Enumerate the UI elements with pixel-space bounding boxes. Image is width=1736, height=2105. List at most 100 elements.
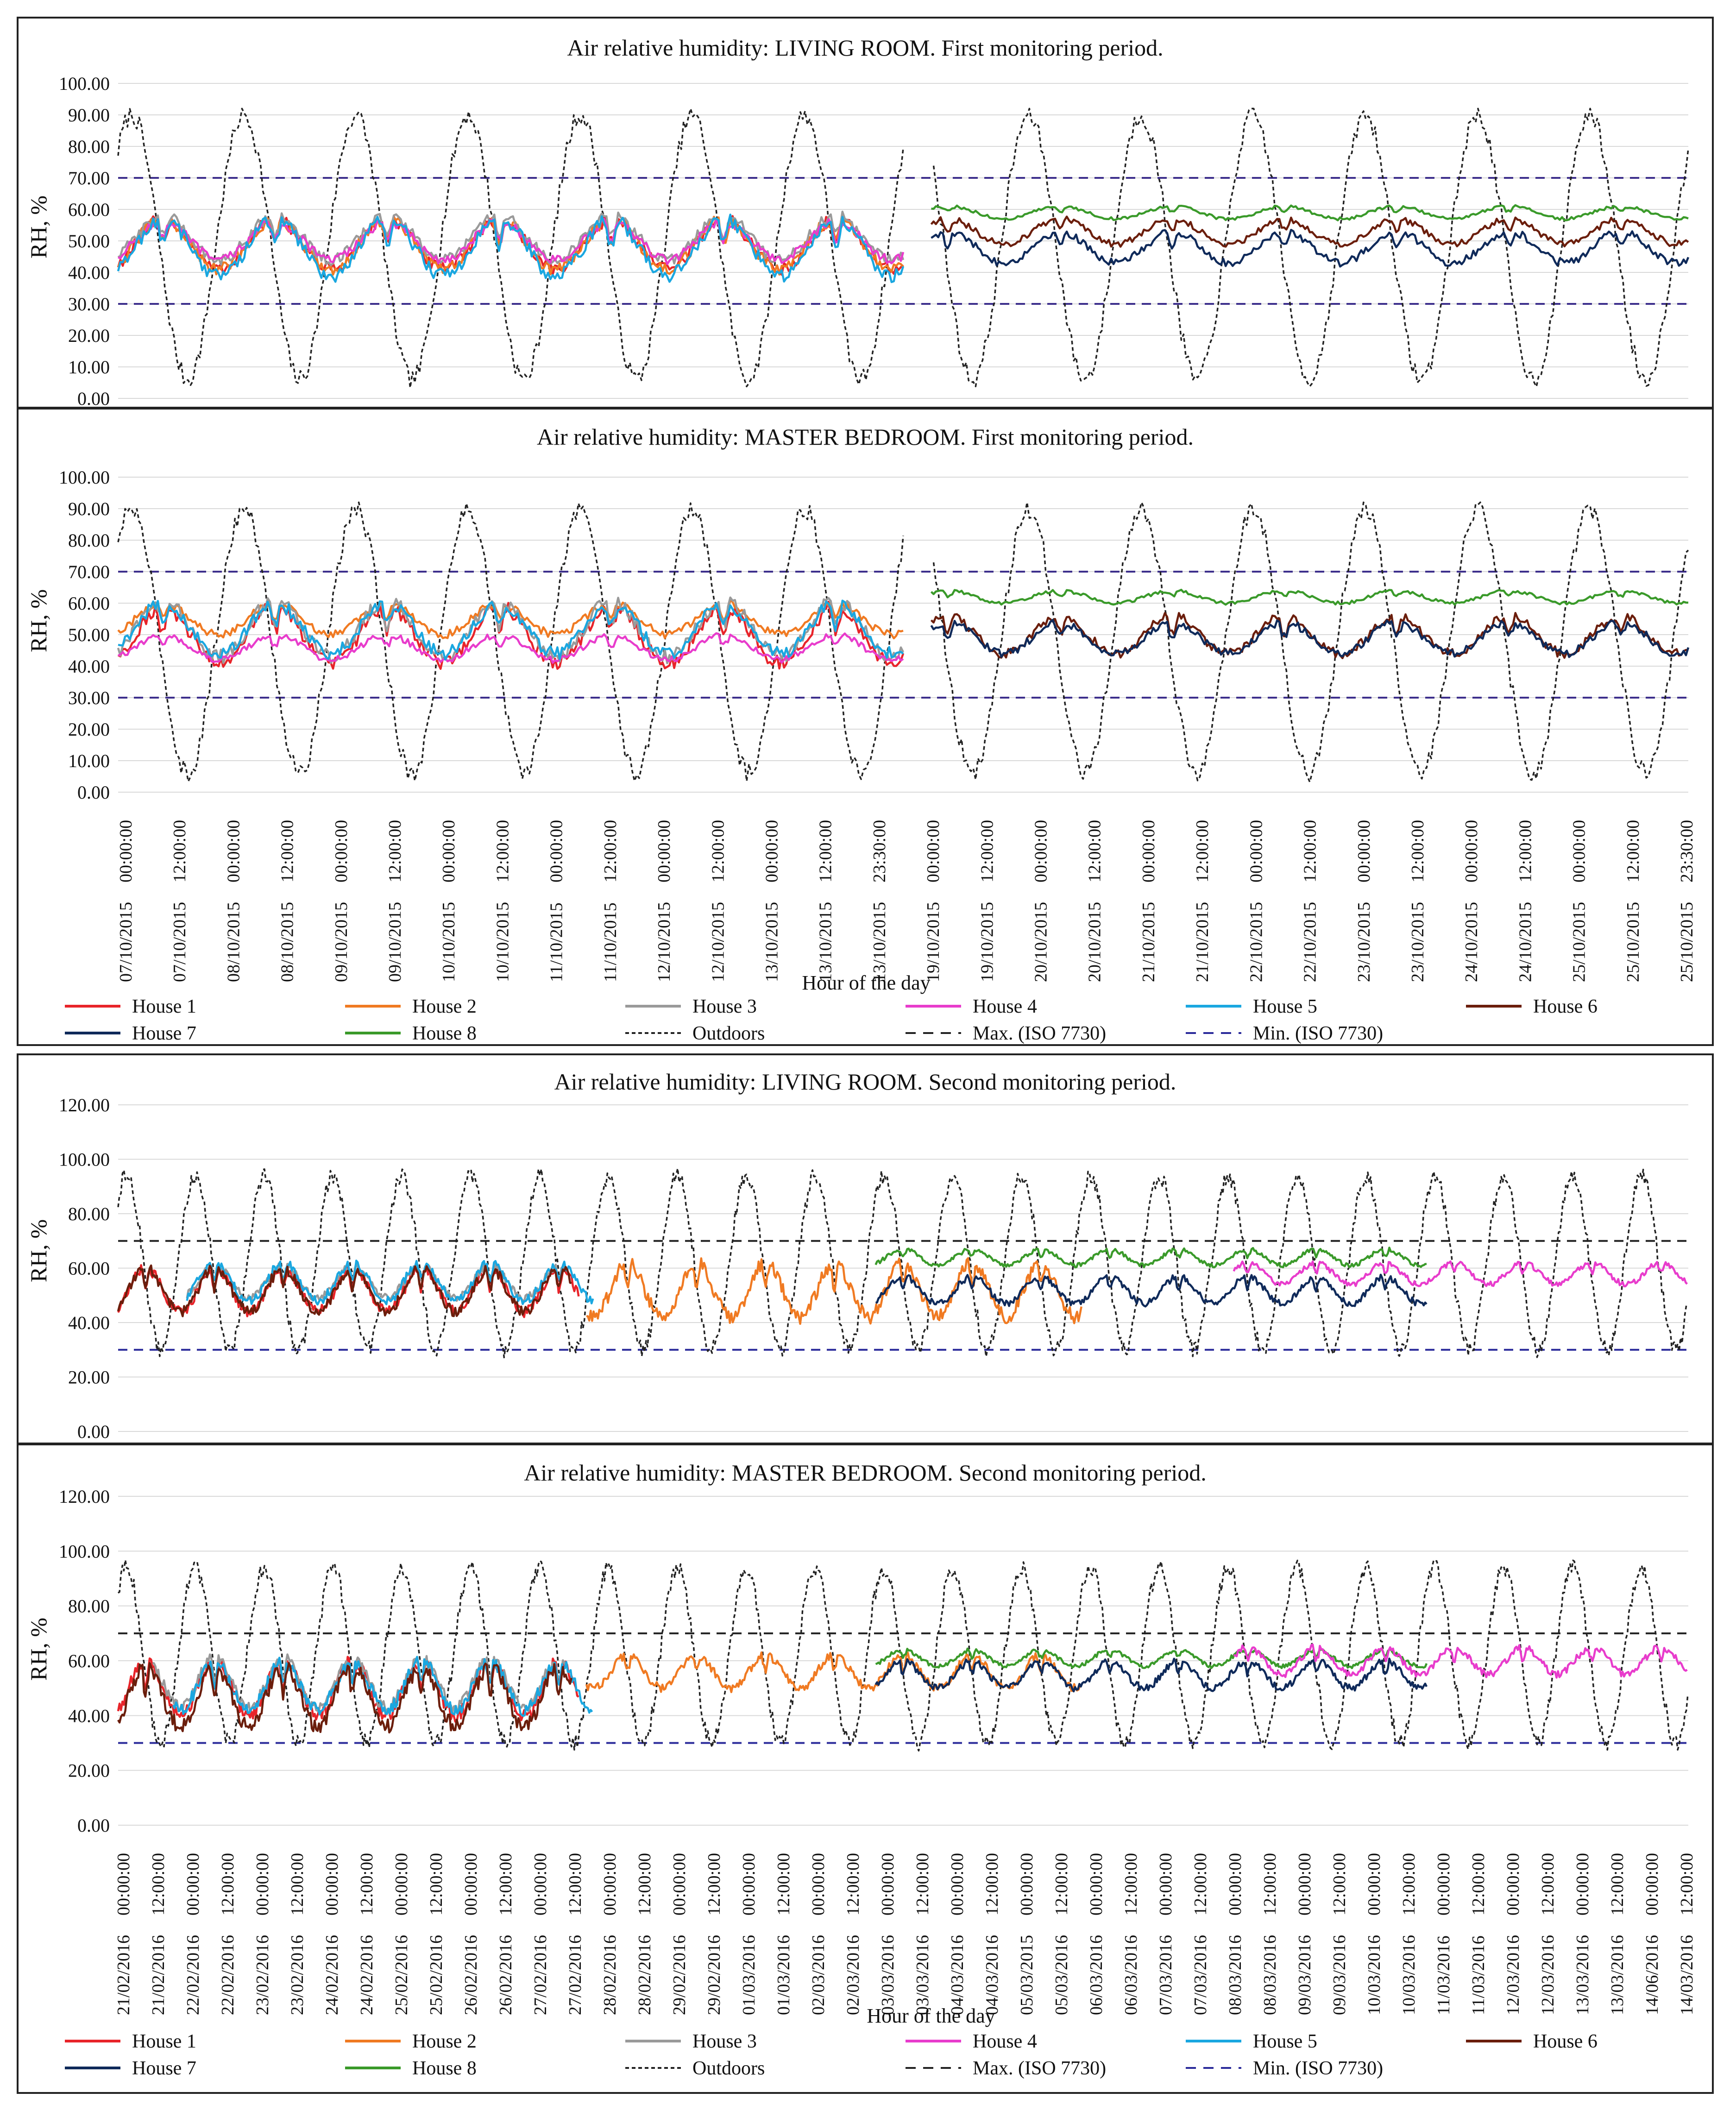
- x-tick-label-date: 04/03/2016: [948, 1935, 967, 2015]
- x-tick-label-date: 12/10/2015: [654, 902, 674, 982]
- legend-second-period: House 1 House 2 House 3 House 4 House 5 House…: [65, 2031, 1598, 2079]
- x-tick-label-date: 13/03/2016: [1573, 1935, 1592, 2015]
- x-tick-label-time: 12:00:00: [1301, 820, 1320, 882]
- legend-label: House 6: [1533, 996, 1598, 1017]
- x-tick-label-date: 10/10/2015: [493, 902, 512, 982]
- series-line-outdoors: [117, 1167, 1689, 1359]
- x-tick-label-date: 24/02/2016: [357, 1935, 377, 2015]
- plot-area-living-room-second: 0.00 20.00 40.00 60.00 80.00 100.00 120.00: [59, 1095, 1689, 1442]
- x-tick-label-time: 12:00:00: [288, 1853, 307, 1916]
- x-tick-label-date: 12/03/2016: [1503, 1935, 1523, 2015]
- y-tick-label: 0.00: [77, 782, 110, 803]
- x-tick-label-time: 12:00:00: [1260, 1853, 1280, 1916]
- x-tick-label-date: 07/03/2016: [1191, 1935, 1210, 2015]
- x-tick-label-time: 12:00:00: [1623, 820, 1643, 882]
- x-tick-label-date: 19/10/2015: [977, 902, 997, 982]
- chart-title-4: Air relative humidity: MASTER BEDROOM. S…: [524, 1460, 1207, 1486]
- x-tick-label-time: 00:00:00: [762, 820, 781, 882]
- panel-frame-3: [17, 1053, 1714, 1444]
- y-tick-label: 10.00: [68, 357, 110, 378]
- y-tick-label: 0.00: [77, 1421, 110, 1442]
- x-tick-label-time: 12:00:00: [601, 820, 620, 882]
- x-tick-label-time: 00:00:00: [547, 820, 566, 882]
- x-tick-label-date: 24/10/2015: [1462, 902, 1481, 982]
- x-tick-label-date: 02/03/2016: [809, 1935, 828, 2015]
- x-tick-label-time: 12:00:00: [704, 1853, 724, 1916]
- x-tick-label-date: 23/10/2015: [1408, 902, 1428, 982]
- x-tick-label-date: 10/10/2015: [439, 902, 459, 982]
- plot-area-living-room-first: 0.00 10.00 20.00 30.00 40.00 50.00 60.00 70.00 8…: [59, 73, 1690, 409]
- plot-area-master-bedroom-first: 0.00 10.00 20.00 30.00 40.00 50.00 60.00 70.00 8…: [59, 467, 1690, 803]
- y-axis-label-3: RH, %: [25, 1219, 51, 1282]
- x-tick-label-date: 14/03/2016: [1677, 1935, 1697, 2015]
- series-line-house2: [117, 599, 904, 640]
- x-tick-label-date: 10/03/2016: [1399, 1935, 1419, 2015]
- x-tick-label-time: 00:00:00: [1226, 1853, 1245, 1916]
- x-tick-label-date: 07/10/2015: [116, 902, 136, 982]
- x-tick-label-time: 12:00:00: [1608, 1853, 1627, 1916]
- x-tick-label-time: 00:00:00: [1365, 1853, 1384, 1916]
- y-tick-label: 20.00: [68, 325, 110, 346]
- x-tick-label-time: 00:00:00: [1156, 1853, 1176, 1916]
- x-tick-label-time: 00:00:00: [1642, 1853, 1662, 1916]
- x-tick-label-date: 10/03/2016: [1365, 1935, 1384, 2015]
- y-tick-label: 40.00: [68, 262, 110, 283]
- x-tick-label-time: 23:30:00: [1677, 820, 1697, 882]
- y-axis-label-1: RH, %: [25, 195, 51, 258]
- x-tick-label-time: 12:00:00: [1052, 1853, 1071, 1916]
- x-tick-label-date: 09/10/2015: [332, 902, 351, 982]
- x-tick-label-time: 12:00:00: [635, 1853, 654, 1916]
- legend-label: House 4: [973, 2031, 1037, 2052]
- y-tick-label: 50.00: [68, 624, 110, 645]
- x-tick-label-time: 12:00:00: [493, 820, 512, 882]
- series-line-house8: [874, 1247, 1427, 1269]
- panel-frame-2: [17, 408, 1714, 1046]
- x-tick-label-date: 29/02/2016: [704, 1935, 724, 2015]
- legend-first-period: House 1 House 2 House 3 House 4 House 5 House…: [65, 996, 1598, 1044]
- y-tick-label: 120.00: [59, 1095, 110, 1116]
- x-tick-label-date: 02/03/2016: [843, 1935, 863, 2015]
- series-line-house8: [931, 204, 1689, 221]
- x-axis-label-first: Hour of the day: [802, 971, 930, 994]
- x-tick-label-time: 12:00:00: [977, 820, 997, 882]
- y-tick-label: 90.00: [68, 105, 110, 126]
- x-tick-label-date: 11/10/2015: [547, 902, 566, 982]
- x-tick-label-date: 27/02/2016: [531, 1935, 550, 2015]
- x-tick-label-date: 20/10/2015: [1032, 902, 1051, 982]
- x-tick-label-time: 12:00:00: [913, 1853, 932, 1916]
- x-tick-label-time: 00:00:00: [1573, 1853, 1592, 1916]
- y-tick-label: 40.00: [68, 1705, 110, 1726]
- x-tick-label-time: 12:00:00: [1516, 820, 1535, 882]
- y-tick-label: 70.00: [68, 168, 110, 189]
- x-tick-label-time: 00:00:00: [1462, 820, 1481, 882]
- x-tick-label-date: 01/03/2016: [774, 1935, 793, 2015]
- x-tick-label-time: 00:00:00: [253, 1853, 272, 1916]
- x-tick-label-time: 12:00:00: [1399, 1853, 1419, 1916]
- series-line-house5: [186, 1260, 594, 1306]
- x-tick-label-date: 21/02/2016: [149, 1935, 168, 2015]
- x-tick-label-time: 00:00:00: [183, 1853, 203, 1916]
- x-tick-label-time: 00:00:00: [114, 1853, 133, 1916]
- x-tick-label-date: 22/10/2015: [1301, 902, 1320, 982]
- x-tick-label-time: 00:00:00: [322, 1853, 342, 1916]
- x-axis-label-second: Hour of the day: [867, 2004, 995, 2027]
- y-tick-label: 100.00: [59, 467, 110, 488]
- series-line-house6: [117, 1662, 572, 1734]
- x-tick-label-time: 12:00:00: [218, 1853, 238, 1916]
- x-tick-label-date: 28/02/2016: [600, 1935, 620, 2015]
- y-tick-label: 40.00: [68, 1312, 110, 1333]
- legend-label: Outdoors: [692, 1023, 765, 1044]
- x-tick-label-time: 00:00:00: [1354, 820, 1374, 882]
- y-tick-label: 120.00: [59, 1486, 110, 1507]
- x-tick-label-time: 12:00:00: [1538, 1853, 1558, 1916]
- x-tick-label-time: 12:00:00: [496, 1853, 516, 1916]
- x-tick-label-time: 00:00:00: [600, 1853, 620, 1916]
- x-tick-label-date: 25/02/2016: [392, 1935, 411, 2015]
- x-tick-label-date: 06/03/2016: [1087, 1935, 1106, 2015]
- y-tick-label: 10.00: [68, 750, 110, 771]
- x-tick-label-time: 00:00:00: [461, 1853, 481, 1916]
- x-tick-label-date: 11/03/2016: [1434, 1935, 1453, 2015]
- x-tick-label-time: 12:00:00: [566, 1853, 585, 1916]
- chart-title-2: Air relative humidity: MASTER BEDROOM. F…: [537, 424, 1194, 450]
